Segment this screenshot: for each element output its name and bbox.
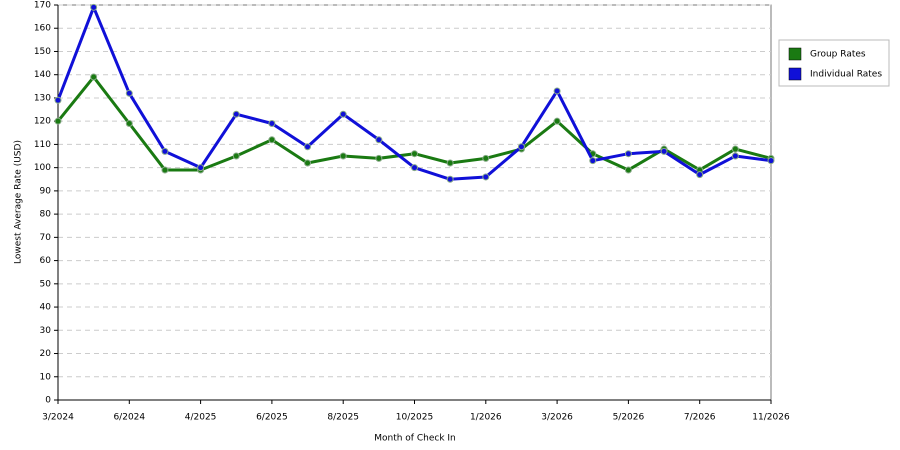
y-tick-label: 90 <box>40 186 52 196</box>
plot-frame <box>57 4 772 401</box>
data-point <box>482 173 490 181</box>
data-point <box>197 164 205 172</box>
y-tick-label: 60 <box>40 256 52 266</box>
data-point <box>411 164 418 172</box>
data-point <box>54 117 62 125</box>
x-tick-label: 11/2026 <box>752 413 790 423</box>
y-tick-label: 50 <box>40 279 52 289</box>
data-point <box>304 159 312 167</box>
data-point <box>232 110 240 118</box>
data-point <box>232 152 240 160</box>
data-point <box>589 157 597 165</box>
data-point <box>54 96 62 104</box>
x-tick-label: 1/2026 <box>470 413 502 423</box>
y-tick-label: 140 <box>34 70 51 80</box>
x-tick-label: 6/2025 <box>256 413 288 423</box>
data-point <box>304 143 312 151</box>
data-point <box>660 147 668 155</box>
x-tick-label: 4/2025 <box>185 413 217 423</box>
y-tick-label: 170 <box>34 1 51 11</box>
data-point <box>90 73 98 81</box>
data-point <box>482 154 490 162</box>
x-tick-label: 8/2025 <box>327 413 359 423</box>
x-axis-label: Month of Check In <box>374 434 456 444</box>
data-point <box>125 89 133 97</box>
y-tick-label: 20 <box>40 349 52 359</box>
y-tick-label: 80 <box>40 210 52 220</box>
data-point <box>125 120 133 127</box>
data-point <box>161 147 169 155</box>
legend-swatch <box>788 47 802 61</box>
data-point <box>517 143 525 151</box>
data-point <box>268 120 276 127</box>
data-point <box>553 117 561 125</box>
data-point <box>268 136 276 144</box>
legend-swatch <box>788 67 802 81</box>
x-tick-label: 7/2026 <box>684 413 716 423</box>
y-tick-label: 40 <box>40 303 52 313</box>
x-tick-label: 10/2025 <box>396 413 433 423</box>
legend-label: Group Rates <box>810 50 866 60</box>
y-tick-label: 10 <box>40 372 52 382</box>
y-axis-label: Lowest Average Rate (USD) <box>14 140 24 264</box>
x-tick-label: 3/2026 <box>541 413 573 423</box>
data-point <box>411 150 418 158</box>
data-point <box>446 159 454 167</box>
y-tick-label: 0 <box>45 396 51 406</box>
y-tick-label: 110 <box>34 140 51 150</box>
y-tick-label: 100 <box>34 163 51 173</box>
data-point <box>696 171 704 179</box>
x-tick-label: 5/2026 <box>613 413 645 423</box>
data-point <box>624 150 632 158</box>
data-point <box>767 157 775 165</box>
y-tick-label: 120 <box>34 117 51 127</box>
legend-label: Individual Rates <box>810 70 882 80</box>
x-tick-label: 6/2024 <box>113 413 145 423</box>
data-point <box>731 145 739 153</box>
data-point <box>339 110 347 118</box>
data-point <box>731 152 739 160</box>
y-tick-label: 160 <box>34 24 51 34</box>
data-point <box>375 136 383 144</box>
x-tick-label: 3/2024 <box>42 413 74 423</box>
data-point <box>375 154 383 162</box>
data-point <box>90 3 98 11</box>
data-point <box>624 166 632 174</box>
y-tick-label: 130 <box>34 93 51 103</box>
data-point <box>446 175 454 183</box>
y-tick-label: 70 <box>40 233 52 243</box>
y-tick-label: 150 <box>34 47 51 57</box>
data-point <box>161 166 169 174</box>
data-point <box>553 87 561 95</box>
y-tick-label: 30 <box>40 326 52 336</box>
data-point <box>339 152 347 160</box>
